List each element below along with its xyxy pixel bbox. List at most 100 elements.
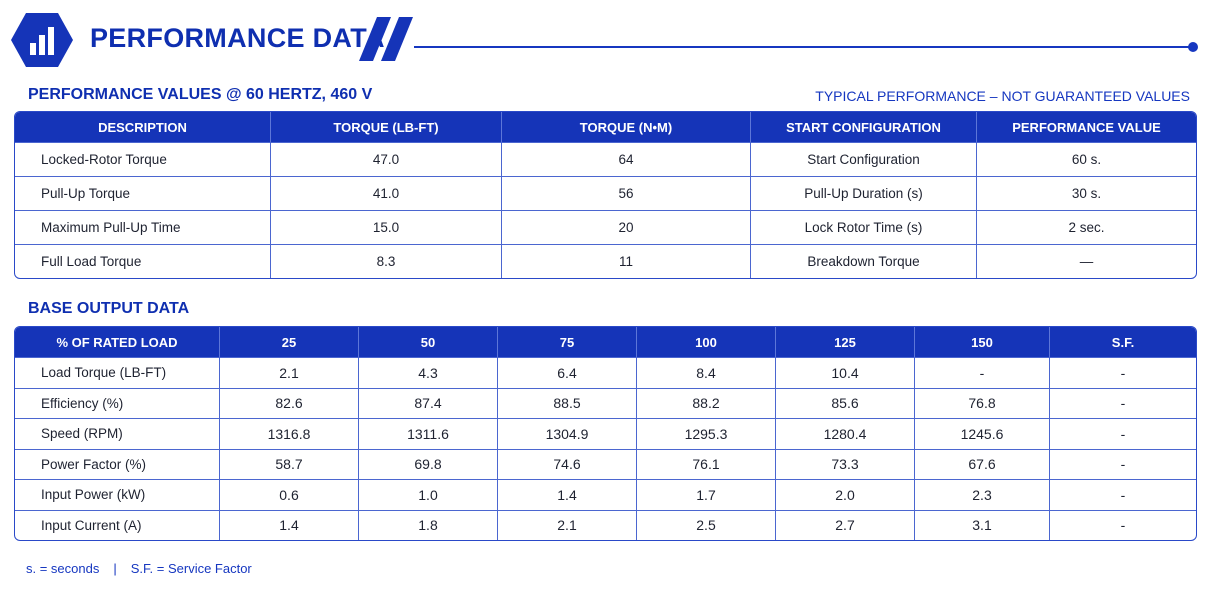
table-header-row: DESCRIPTION TORQUE (LB-FT) TORQUE (N•M) … — [15, 112, 1196, 142]
page-title: PERFORMANCE DATA — [90, 23, 385, 53]
table-cell: 56 — [502, 176, 751, 210]
table-header-row: % OF RATED LOAD 25 50 75 100 125 150 S.F… — [15, 327, 1196, 357]
table-cell: 15.0 — [271, 210, 502, 244]
table-row: Maximum Pull-Up Time 15.0 20 Lock Rotor … — [15, 210, 1196, 244]
table-cell: Locked-Rotor Torque — [15, 142, 271, 176]
table-cell: - — [1050, 448, 1196, 480]
table-cell: 2.1 — [220, 357, 359, 388]
table-cell: Lock Rotor Time (s) — [751, 210, 977, 244]
table-cell: 41.0 — [271, 176, 502, 210]
table-cell: 64 — [502, 142, 751, 176]
table-cell: 74.6 — [498, 448, 637, 479]
header-rule — [414, 46, 1192, 48]
table-cell: 10.4 — [776, 357, 915, 388]
table-cell: 6.4 — [498, 357, 637, 388]
table-cell: Speed (RPM) — [15, 418, 220, 449]
base-output-table: % OF RATED LOAD 25 50 75 100 125 150 S.F… — [14, 326, 1197, 541]
table-cell: Input Power (kW) — [15, 479, 220, 510]
table-row: Input Current (A) 1.4 1.8 2.1 2.5 2.7 3.… — [15, 509, 1196, 541]
table-cell: 11 — [502, 244, 751, 278]
table-cell: 4.3 — [359, 357, 498, 388]
table-row: Locked-Rotor Torque 47.0 64 Start Config… — [15, 142, 1196, 176]
table-cell: 58.7 — [220, 448, 359, 479]
table-cell: Breakdown Torque — [751, 244, 977, 278]
table-row: Pull-Up Torque 41.0 56 Pull-Up Duration … — [15, 176, 1196, 210]
table-cell: Pull-Up Duration (s) — [751, 176, 977, 210]
table-cell: - — [1050, 418, 1196, 449]
column-header: 125 — [776, 327, 915, 357]
table-row: Load Torque (LB-FT) 2.1 4.3 6.4 8.4 10.4… — [15, 357, 1196, 388]
table-cell: 82.6 — [220, 387, 359, 418]
table-cell: 76.1 — [637, 448, 776, 479]
performance-values-table: DESCRIPTION TORQUE (LB-FT) TORQUE (N•M) … — [14, 111, 1197, 279]
table-cell: 88.5 — [498, 387, 637, 418]
table-cell: 69.8 — [359, 448, 498, 479]
table-cell: — — [977, 244, 1196, 278]
table-cell: 85.6 — [776, 387, 915, 418]
table-cell: 1304.9 — [498, 418, 637, 449]
table-cell: Power Factor (%) — [15, 448, 220, 479]
table-cell: 30 s. — [977, 176, 1196, 210]
table-cell: 1311.6 — [359, 418, 498, 449]
table-cell: 2 sec. — [977, 210, 1196, 244]
table-row: Input Power (kW) 0.6 1.0 1.4 1.7 2.0 2.3… — [15, 479, 1196, 510]
table-cell: - — [1050, 509, 1196, 541]
table-cell: 73.3 — [776, 448, 915, 479]
footnote-separator: | — [113, 561, 117, 576]
table-cell: 1.4 — [220, 509, 359, 540]
typical-performance-note: TYPICAL PERFORMANCE – NOT GUARANTEED VAL… — [815, 88, 1190, 104]
table-cell: 67.6 — [915, 448, 1050, 479]
column-header: 100 — [637, 327, 776, 357]
page-header: PERFORMANCE DATA — [0, 0, 1214, 80]
column-header: DESCRIPTION — [15, 112, 271, 142]
table-cell: 1.8 — [359, 509, 498, 540]
table-cell: 47.0 — [271, 142, 502, 176]
footer-notes: s. = seconds | S.F. = Service Factor — [26, 561, 252, 576]
table-cell: 76.8 — [915, 387, 1050, 418]
table-cell: 2.7 — [776, 509, 915, 540]
table-cell: - — [915, 357, 1050, 388]
column-header: 50 — [359, 327, 498, 357]
table-cell: Full Load Torque — [15, 244, 271, 278]
table-cell: 1245.6 — [915, 418, 1050, 449]
table-cell: 87.4 — [359, 387, 498, 418]
table-cell: 2.3 — [915, 479, 1050, 510]
table-cell: Pull-Up Torque — [15, 176, 271, 210]
table-cell: Efficiency (%) — [15, 387, 220, 418]
table-cell: 2.1 — [498, 509, 637, 540]
column-header: TORQUE (N•M) — [502, 112, 751, 142]
table-cell: - — [1050, 357, 1196, 388]
table-cell: 88.2 — [637, 387, 776, 418]
column-header: % OF RATED LOAD — [15, 327, 220, 357]
table-row: Speed (RPM) 1316.8 1311.6 1304.9 1295.3 … — [15, 418, 1196, 449]
table-cell: Start Configuration — [751, 142, 977, 176]
column-header: START CONFIGURATION — [751, 112, 977, 142]
column-header: S.F. — [1050, 327, 1196, 357]
table-cell: Load Torque (LB-FT) — [15, 357, 220, 388]
table-row: Power Factor (%) 58.7 69.8 74.6 76.1 73.… — [15, 448, 1196, 480]
table-cell: 2.0 — [776, 479, 915, 510]
table-cell: 8.3 — [271, 244, 502, 278]
column-header: PERFORMANCE VALUE — [977, 112, 1196, 142]
table-cell: Input Current (A) — [15, 509, 220, 540]
table-row: Full Load Torque 8.3 11 Breakdown Torque… — [15, 244, 1196, 278]
table-row: Efficiency (%) 82.6 87.4 88.5 88.2 85.6 … — [15, 387, 1196, 418]
table-cell: 2.5 — [637, 509, 776, 540]
column-header: 75 — [498, 327, 637, 357]
table-cell: 3.1 — [915, 509, 1050, 540]
performance-values-title: PERFORMANCE VALUES @ 60 HERTZ, 460 V — [28, 86, 373, 103]
footnote-service-factor: S.F. = Service Factor — [130, 561, 252, 576]
table-cell: 8.4 — [637, 357, 776, 388]
table-cell: 1.4 — [498, 479, 637, 510]
bar-chart-hexagon-icon — [11, 13, 73, 67]
column-header: 25 — [220, 327, 359, 357]
base-output-title: BASE OUTPUT DATA — [28, 300, 190, 317]
table-cell: 1280.4 — [776, 418, 915, 449]
column-header: TORQUE (LB-FT) — [271, 112, 502, 142]
column-header: 150 — [915, 327, 1050, 357]
table-cell: 1316.8 — [220, 418, 359, 449]
table-cell: - — [1050, 479, 1196, 510]
table-cell: 1.7 — [637, 479, 776, 510]
table-cell: Maximum Pull-Up Time — [15, 210, 271, 244]
double-slash-icon — [359, 17, 413, 61]
